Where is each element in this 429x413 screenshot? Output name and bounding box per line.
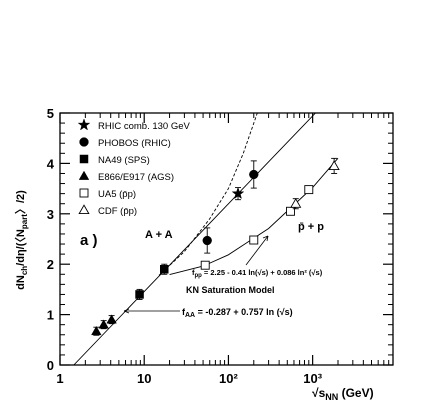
arrow-head xyxy=(262,235,269,242)
fpp-formula: fpp = 2.25 - 0.41 ln(√s) + 0.086 ln² (√s… xyxy=(192,268,323,279)
y-tick-label: 3 xyxy=(47,207,54,222)
x-label-sub: NN xyxy=(325,392,338,402)
fit-curve xyxy=(73,113,316,365)
faa-sub: AA xyxy=(185,312,195,319)
fit-curve xyxy=(158,113,258,276)
y-tick-label: 0 xyxy=(47,358,54,373)
legend-marker xyxy=(78,204,90,215)
marker xyxy=(304,185,314,195)
y-label-sub: part xyxy=(20,214,29,229)
legend-label: NA49 (SPS) xyxy=(98,155,150,166)
legend-marker xyxy=(79,154,89,164)
y-axis-label: dNch/dη/(〈Npart〉/2) xyxy=(14,190,29,290)
fit-curve xyxy=(169,157,339,276)
marker xyxy=(290,198,302,208)
marker xyxy=(200,260,210,270)
x-tick-label: 1 xyxy=(56,371,63,386)
faa-symbol: f xyxy=(182,307,186,317)
marker xyxy=(91,325,102,336)
legend-marker xyxy=(79,137,89,147)
arrows xyxy=(123,235,269,314)
fpp-text: = 2.25 - 0.41 ln(√s) + 0.086 ln² (√s) xyxy=(202,268,323,277)
y-tick-label: 1 xyxy=(47,308,54,323)
y-label-sub: ch xyxy=(20,266,29,275)
marker xyxy=(202,235,212,246)
y-tick-label: 2 xyxy=(47,257,54,272)
marker xyxy=(106,314,117,324)
fpp-symbol: f xyxy=(192,268,195,277)
marker xyxy=(160,264,169,274)
kn-label: KN Saturation Model xyxy=(186,285,275,295)
x-tick-label: 10 xyxy=(137,371,151,386)
marker xyxy=(98,319,109,329)
y-label-part: dN xyxy=(15,275,27,290)
y-tick-label: 4 xyxy=(47,156,55,171)
aa-label: A + A xyxy=(145,229,173,241)
legend-label: CDF (p̄p) xyxy=(98,206,137,217)
pp-label: p̄ + p xyxy=(298,221,324,233)
x-tick-label: 10³ xyxy=(303,371,322,386)
marker xyxy=(249,169,259,180)
fpp-sub: pp xyxy=(195,273,203,279)
arrow xyxy=(245,235,269,266)
marker xyxy=(231,186,245,200)
marker xyxy=(328,160,340,170)
x-label-main: √s xyxy=(312,386,326,400)
x-tick-label: 10² xyxy=(219,371,238,386)
y-tick-label: 5 xyxy=(47,106,54,121)
faa-text: = -0.287 + 0.757 ln (√s) xyxy=(195,307,293,317)
marker xyxy=(135,290,144,299)
legend-marker xyxy=(77,118,91,131)
marker xyxy=(249,235,259,245)
y-label-part: 〉/2) xyxy=(14,190,27,214)
legend-label: RHIC comb. 130 GeV xyxy=(98,121,191,132)
x-label-unit: (GeV) xyxy=(338,386,373,400)
legend-label: PHOBOS (RHIC) xyxy=(98,138,171,149)
panel-label: a ) xyxy=(80,232,98,249)
plot-frame xyxy=(59,112,394,366)
faa-formula: fAA = -0.287 + 0.757 ln (√s) xyxy=(182,307,293,319)
legend-label: E866/E917 (AGS) xyxy=(98,172,174,183)
legend-marker xyxy=(79,188,89,198)
x-axis-label: √sNN (GeV) xyxy=(312,386,374,402)
legend-marker xyxy=(78,170,90,180)
legend-label: UA5 (p̄p) xyxy=(98,189,136,200)
y-label-part: /dη/(〈N xyxy=(14,229,27,266)
